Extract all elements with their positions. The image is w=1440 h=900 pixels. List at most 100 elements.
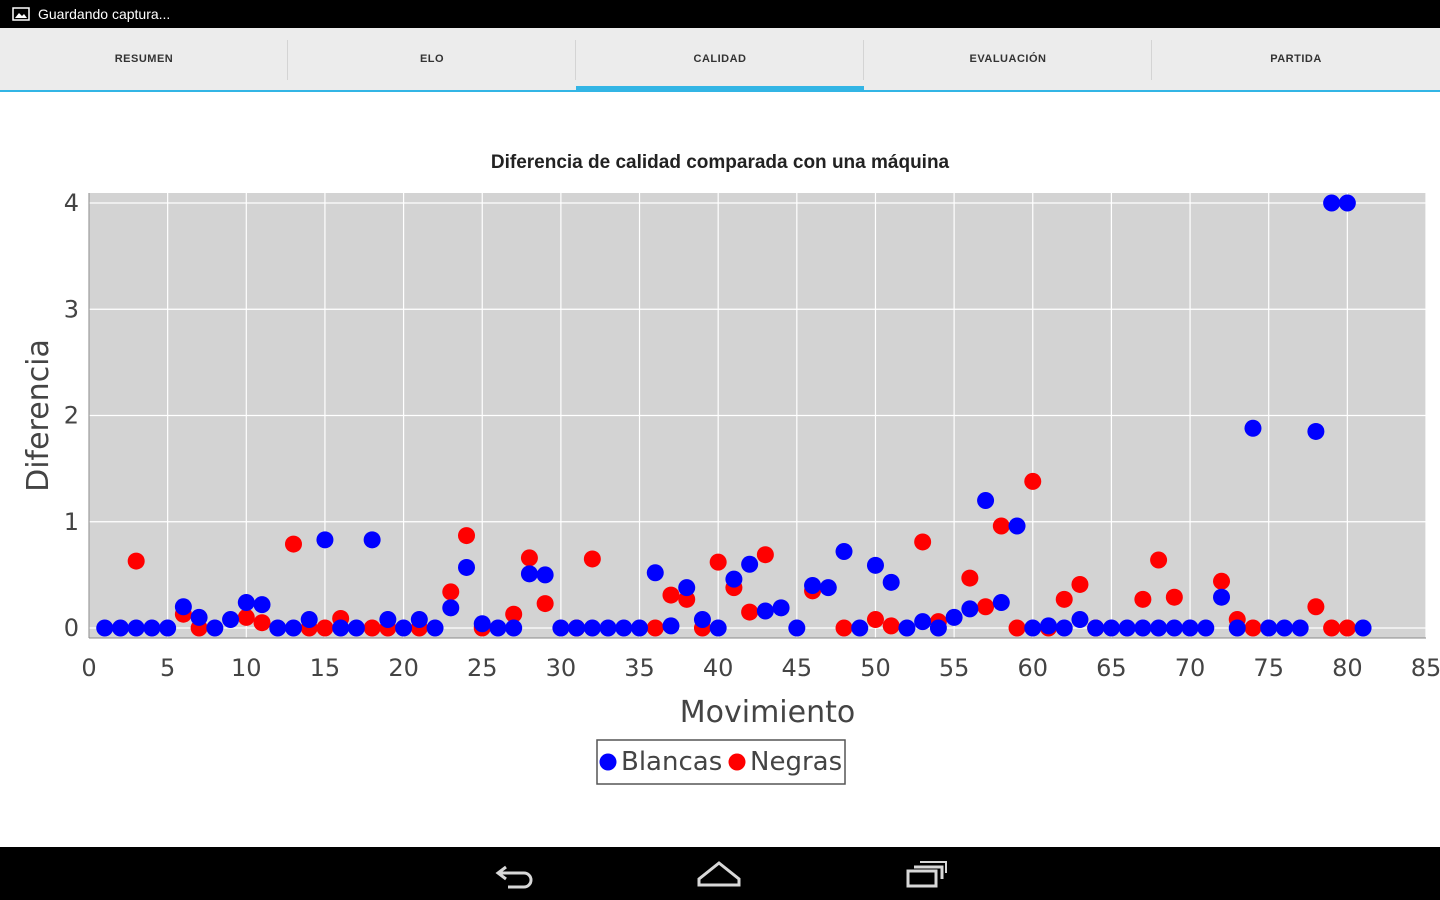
- data-point-negras: [505, 605, 523, 623]
- data-point-negras: [1134, 590, 1152, 608]
- data-point-blancas: [961, 600, 979, 618]
- legend-label-negras: Negras: [750, 747, 842, 777]
- x-tick-label: 85: [1411, 654, 1440, 682]
- data-point-blancas: [631, 619, 649, 637]
- data-point-negras: [646, 619, 664, 637]
- data-point-blancas: [1228, 619, 1246, 637]
- data-point-blancas: [111, 619, 129, 637]
- x-tick-label: 40: [703, 654, 734, 682]
- data-point-negras: [458, 527, 476, 545]
- data-point-blancas: [599, 619, 617, 637]
- tab-bar: RESUMEN ELO CALIDAD EVALUACIÓN PARTIDA: [0, 28, 1440, 92]
- y-tick-label: 2: [64, 402, 79, 430]
- y-tick-label: 1: [64, 508, 79, 536]
- data-point-blancas: [363, 531, 381, 549]
- x-tick-label: 50: [860, 654, 891, 682]
- data-point-negras: [284, 535, 302, 553]
- x-tick-label: 25: [467, 654, 498, 682]
- data-point-negras: [678, 590, 696, 608]
- data-point-negras: [961, 569, 979, 587]
- data-point-negras: [992, 517, 1010, 535]
- data-point-blancas: [882, 573, 900, 591]
- data-point-blancas: [379, 611, 397, 628]
- data-point-negras: [1008, 619, 1026, 637]
- data-point-blancas: [395, 619, 413, 637]
- y-tick-label: 4: [64, 189, 79, 217]
- data-point-blancas: [190, 608, 208, 626]
- data-point-blancas: [410, 611, 428, 628]
- tab-divider: [575, 40, 576, 80]
- data-point-blancas: [1134, 619, 1152, 637]
- tab-resumen[interactable]: RESUMEN: [0, 28, 288, 90]
- data-point-negras: [741, 603, 759, 621]
- data-point-negras: [835, 619, 853, 637]
- data-point-blancas: [206, 619, 224, 637]
- data-point-blancas: [1181, 619, 1199, 637]
- data-point-negras: [363, 619, 381, 637]
- recent-apps-icon[interactable]: [904, 859, 950, 889]
- data-point-blancas: [473, 615, 491, 633]
- data-point-negras: [709, 553, 727, 571]
- tab-evaluacion[interactable]: EVALUACIÓN: [864, 28, 1152, 90]
- data-point-blancas: [583, 619, 601, 637]
- data-point-blancas: [709, 619, 727, 637]
- data-point-negras: [1213, 572, 1231, 590]
- data-point-blancas: [96, 619, 114, 637]
- tab-elo[interactable]: ELO: [288, 28, 576, 90]
- data-point-negras: [866, 611, 884, 628]
- y-axis-label: Diferencia: [21, 339, 56, 492]
- screenshot-icon: [12, 7, 30, 21]
- x-tick-label: 5: [160, 654, 175, 682]
- data-point-negras: [1071, 575, 1089, 593]
- data-point-blancas: [568, 619, 586, 637]
- data-point-blancas: [1307, 422, 1325, 440]
- data-point-negras: [127, 552, 145, 570]
- data-point-blancas: [222, 611, 240, 628]
- data-point-blancas: [253, 596, 271, 614]
- home-icon[interactable]: [696, 859, 742, 889]
- data-point-blancas: [1354, 619, 1372, 637]
- data-point-blancas: [992, 594, 1010, 611]
- tab-partida[interactable]: PARTIDA: [1152, 28, 1440, 90]
- tab-calidad[interactable]: CALIDAD: [576, 28, 864, 92]
- x-tick-label: 45: [782, 654, 813, 682]
- data-point-negras: [977, 598, 995, 616]
- x-axis-label: Movimiento: [680, 695, 855, 730]
- data-point-negras: [1307, 598, 1325, 616]
- tab-label: CALIDAD: [693, 53, 747, 65]
- notification-text: Guardando captura...: [38, 6, 171, 22]
- navigation-bar: [0, 847, 1440, 900]
- chart-title: Diferencia de calidad comparada con una …: [490, 152, 950, 173]
- data-point-blancas: [945, 608, 963, 626]
- tab-label: ELO: [419, 53, 445, 65]
- data-point-blancas: [1165, 619, 1183, 637]
- legend-label-blancas: Blancas: [621, 747, 722, 777]
- data-point-negras: [1323, 619, 1341, 637]
- data-point-blancas: [772, 599, 790, 617]
- tab-divider: [287, 40, 288, 80]
- data-point-blancas: [174, 598, 192, 616]
- data-point-negras: [583, 550, 601, 568]
- data-point-blancas: [159, 619, 177, 637]
- data-point-blancas: [127, 619, 145, 637]
- data-point-blancas: [1008, 517, 1026, 535]
- back-icon[interactable]: [490, 859, 536, 889]
- data-point-blancas: [1291, 619, 1309, 637]
- data-point-blancas: [1024, 619, 1042, 637]
- data-point-blancas: [1244, 419, 1262, 437]
- scatter-chart-svg: 0 5 10 15 20 25 30 35 40 45 50 55 60 65 70 75 80 85 0 1 2 3 4 M…: [21, 189, 1440, 785]
- data-point-blancas: [756, 602, 774, 620]
- data-point-blancas: [1150, 619, 1168, 637]
- data-point-blancas: [1323, 194, 1341, 212]
- data-point-blancas: [1071, 611, 1089, 628]
- data-point-blancas: [1338, 194, 1356, 212]
- data-point-blancas: [741, 555, 759, 573]
- data-point-blancas: [788, 619, 806, 637]
- y-tick-label: 0: [64, 614, 79, 642]
- data-point-blancas: [442, 599, 460, 617]
- data-point-negras: [1165, 588, 1183, 606]
- tab-label: EVALUACIÓN: [969, 53, 1047, 65]
- data-point-blancas: [426, 619, 444, 637]
- data-point-negras: [914, 533, 932, 551]
- data-point-blancas: [458, 558, 476, 576]
